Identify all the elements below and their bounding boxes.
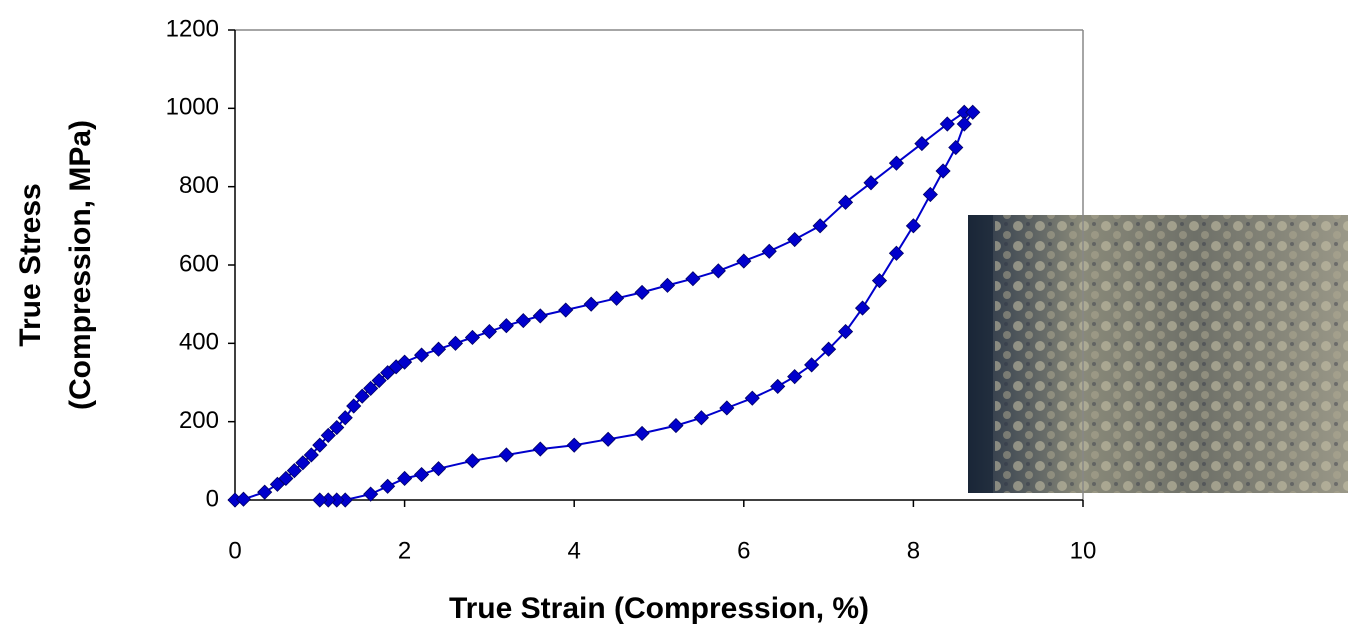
data-point [812,218,828,234]
data-point [257,484,273,500]
data-point [668,418,684,434]
data-point [413,466,430,483]
x-tick-label: 6 [737,537,750,564]
data-point [583,296,599,312]
data-point [464,329,481,346]
data-point [397,470,413,487]
data-point [464,453,481,469]
x-tick-label: 0 [228,537,241,564]
y-tick-label: 600 [179,250,219,277]
data-point [837,194,854,210]
data-point [320,427,336,443]
data-point [397,354,413,370]
data-point [659,277,676,293]
x-tick-label: 10 [1070,537,1097,564]
data-point [278,470,294,487]
inset-micrograph [968,215,1348,493]
data-point [600,431,616,447]
data-point [787,231,803,248]
y-tick-label: 0 [206,485,219,512]
data-point [329,419,345,436]
data-point [685,271,701,287]
y-tick-label: 1000 [166,94,219,121]
data-point [888,245,905,261]
data-point [871,273,888,289]
y-tick-label: 400 [179,329,219,356]
data-point [609,290,625,306]
data-point [710,263,726,279]
y-tick-label: 800 [179,172,219,199]
data-point [914,136,930,152]
data-point [566,437,582,453]
x-tick-label: 4 [568,537,581,564]
data-point [888,155,905,171]
y-tick-label: 200 [179,407,219,434]
y-tick-label: 1200 [166,15,219,42]
data-point [380,478,396,494]
data-point [770,378,786,394]
data-point [804,357,820,373]
data-point [935,163,951,179]
data-point [413,347,430,363]
data-point [965,104,981,120]
data-point [303,447,319,463]
y-axis-title: (Compression, MPa) [64,120,97,410]
x-tick-label: 8 [907,537,920,564]
data-point [634,284,650,300]
data-point [498,447,514,463]
data-point [532,441,548,457]
data-point [787,369,803,385]
data-point [354,388,370,404]
data-point [498,318,514,334]
x-tick-label: 2 [398,537,411,564]
x-axis-title: True Strain (Compression, %) [449,592,869,625]
data-point [736,253,752,269]
y-axis-title: True Stress [14,183,47,346]
data-point [363,486,379,502]
data-point [744,390,760,406]
data-point [337,410,353,426]
data-point [430,341,447,357]
data-point [481,324,497,340]
data-point [863,175,879,191]
data-point [693,410,709,426]
data-point [837,324,854,340]
data-point [532,308,548,324]
data-point [905,218,921,234]
data-point [719,400,735,416]
data-point [761,243,777,259]
data-point [363,380,379,396]
data-point [371,372,387,389]
data-point [312,492,328,508]
data-point [235,491,252,507]
data-point [515,313,531,329]
data-point [634,425,650,441]
data-point [939,116,955,132]
data-point [956,116,972,132]
data-point [295,455,311,471]
data-point [447,335,464,351]
data-point [558,302,574,318]
data-point [821,341,837,357]
data-point [312,437,328,453]
data-point [948,139,964,156]
data-point [922,186,938,203]
data-point [854,300,871,316]
data-point [346,398,362,414]
data-point [286,463,302,479]
data-point [430,461,447,477]
